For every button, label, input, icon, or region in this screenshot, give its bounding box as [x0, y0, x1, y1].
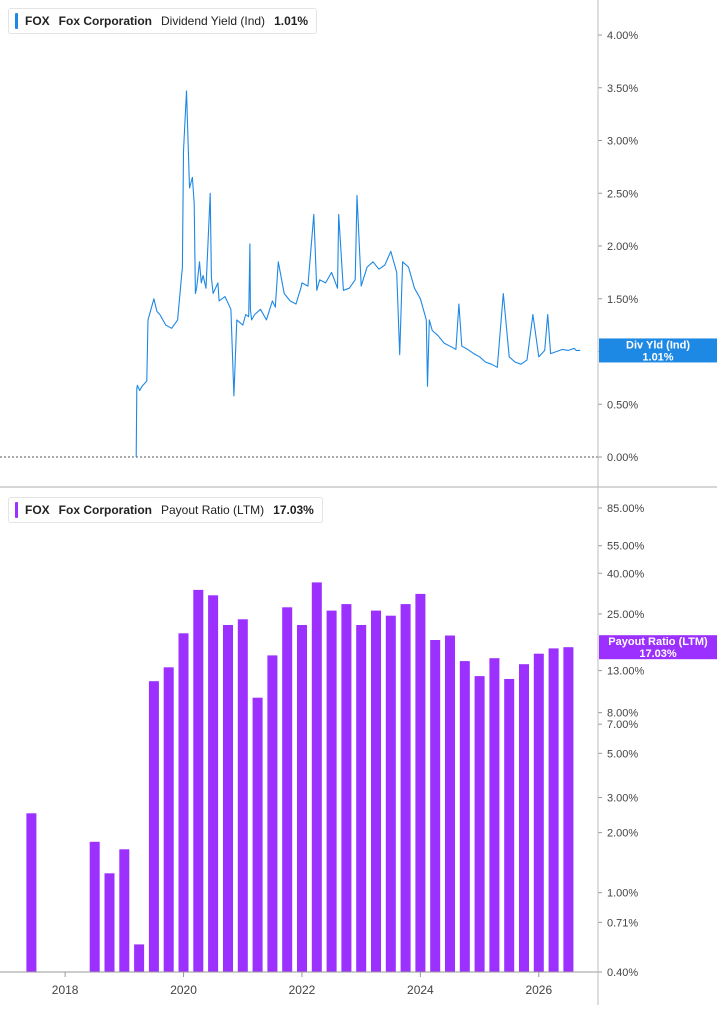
payout-bar: [26, 813, 37, 972]
x-tick-label: 2026: [525, 983, 552, 997]
payout-bar: [223, 625, 233, 972]
y-tick-label: 3.00%: [607, 793, 638, 805]
payout-bar: [415, 593, 426, 972]
last-value-badge: [599, 635, 717, 660]
payout-bar: [193, 589, 204, 972]
y-tick-label: 0.00%: [607, 452, 638, 464]
payout-bar: [400, 604, 411, 972]
x-tick-label: 2022: [289, 983, 316, 997]
payout-bar: [134, 944, 145, 972]
payout-bar: [282, 607, 293, 972]
payout-bar: [385, 615, 396, 972]
y-tick-label: 3.00%: [607, 136, 638, 148]
payout-bar: [89, 841, 100, 972]
payout-bar: [237, 619, 248, 972]
payout-bar: [297, 625, 307, 972]
y-tick-label: 0.71%: [607, 917, 638, 929]
last-value-badge-name: Div Yld (Ind): [626, 339, 690, 351]
payout-bar: [208, 595, 219, 972]
payout-bar: [104, 873, 115, 972]
payout-bar: [252, 697, 263, 972]
y-tick-label: 55.00%: [607, 541, 645, 553]
payout-bar: [267, 655, 278, 972]
legend-metric: Payout Ratio (LTM): [161, 503, 265, 517]
last-value-badge: [599, 338, 717, 363]
payout-bar: [163, 667, 174, 972]
payout-bar: [326, 610, 337, 972]
payout-bar: [178, 633, 189, 972]
last-value-badge-value: 1.01%: [642, 351, 673, 363]
payout-bar: [548, 648, 559, 972]
y-tick-label: 0.40%: [607, 967, 638, 979]
payout-bar: [474, 676, 485, 972]
x-tick-label: 2020: [170, 983, 197, 997]
y-tick-label: 7.00%: [607, 719, 638, 731]
payout-bar: [341, 604, 352, 972]
x-tick-label: 2018: [52, 983, 79, 997]
y-tick-label: 5.00%: [607, 748, 638, 760]
y-tick-label: 1.50%: [607, 294, 638, 306]
y-tick-label: 8.00%: [607, 708, 638, 720]
payout-bar: [489, 658, 500, 972]
last-value-badge-value: 17.03%: [639, 648, 677, 660]
payout-bar: [504, 679, 515, 972]
payout-bar: [445, 635, 455, 972]
legend-company: Fox Corporation: [58, 14, 152, 28]
payout-bar: [371, 610, 381, 972]
legend-value: 17.03%: [273, 503, 314, 517]
payout-bar: [563, 647, 574, 972]
y-tick-label: 1.00%: [607, 888, 638, 900]
y-tick-label: 25.00%: [607, 609, 645, 621]
y-tick-label: 2.00%: [607, 828, 638, 840]
payout-color-swatch: [15, 502, 18, 518]
y-tick-label: 3.50%: [607, 83, 638, 95]
y-tick-label: 40.00%: [607, 568, 645, 580]
y-tick-label: 2.00%: [607, 241, 638, 253]
legend-value: 1.01%: [274, 14, 309, 28]
yield-color-swatch: [15, 13, 18, 29]
y-tick-label: 0.50%: [607, 399, 638, 411]
payout-bar: [459, 661, 470, 972]
payout-bar: [148, 681, 159, 972]
payout-bar: [311, 582, 322, 972]
dividend-yield-line: [135, 90, 581, 458]
payout-bar: [533, 653, 544, 972]
last-value-badge-name: Payout Ratio (LTM): [608, 636, 708, 648]
legend-metric: Dividend Yield (Ind): [161, 14, 266, 28]
payout-bar: [430, 640, 441, 972]
dividend-yield-legend[interactable]: FOX Fox Corporation Dividend Yield (Ind)…: [8, 8, 318, 34]
payout-bar: [356, 625, 367, 972]
x-tick-label: 2024: [407, 983, 434, 997]
y-tick-label: 85.00%: [607, 503, 645, 515]
payout-ratio-legend[interactable]: FOX Fox Corporation Payout Ratio (LTM) 1…: [8, 497, 323, 523]
y-tick-label: 2.50%: [607, 188, 638, 200]
legend-company: Fox Corporation: [58, 503, 152, 517]
y-tick-label: 13.00%: [607, 666, 645, 678]
payout-bar: [119, 849, 130, 972]
legend-ticker: FOX: [25, 503, 50, 517]
legend-ticker: FOX: [25, 14, 50, 28]
payout-bar: [519, 664, 529, 972]
y-tick-label: 4.00%: [607, 30, 638, 42]
